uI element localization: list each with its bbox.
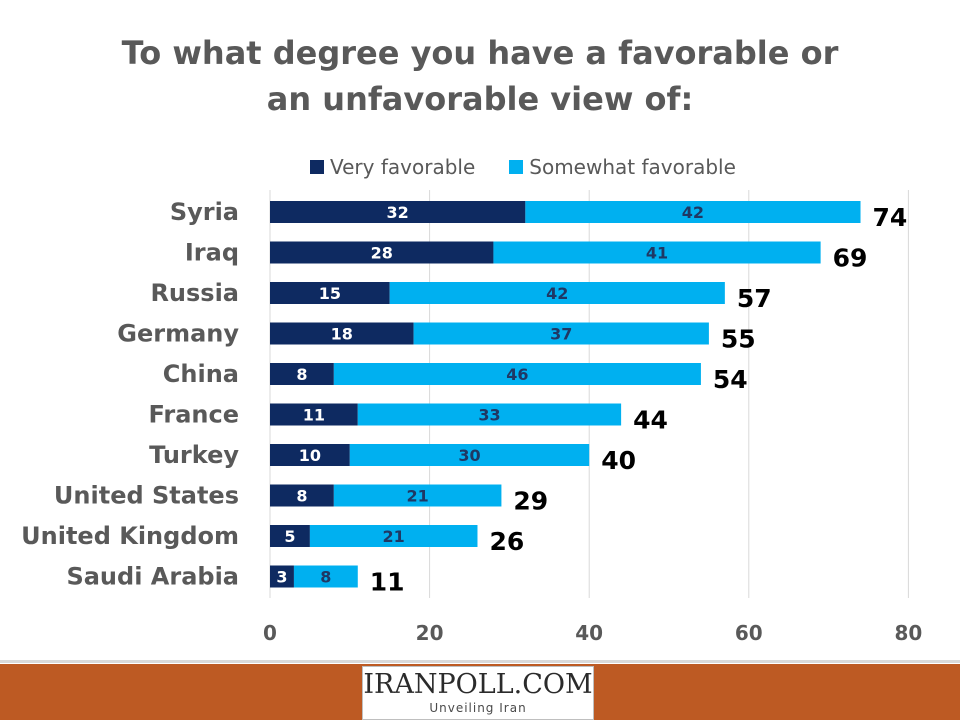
bar-somewhat-favorable <box>493 241 821 264</box>
bar-very-favorable <box>270 525 310 547</box>
total-label: 55 <box>721 325 756 354</box>
bar-somewhat-favorable <box>333 363 701 385</box>
data-label-very-favorable: 32 <box>387 203 409 222</box>
data-label-somewhat-favorable: 8 <box>320 568 331 587</box>
logo-text: IRANPOLL.COM <box>363 669 593 700</box>
bar-very-favorable <box>270 241 494 264</box>
iranpoll-logo: IRANPOLL.COM Unveiling Iran <box>362 666 594 720</box>
data-label-somewhat-favorable: 42 <box>546 284 568 303</box>
bar-somewhat-favorable <box>357 403 622 426</box>
bar-somewhat-favorable <box>309 525 478 547</box>
data-label-very-favorable: 18 <box>331 325 353 344</box>
data-label-very-favorable: 10 <box>299 446 321 465</box>
category-label: Russia <box>150 279 239 307</box>
bar-very-favorable <box>270 565 294 588</box>
x-tick-label: 20 <box>416 621 444 645</box>
total-label: 57 <box>737 284 772 313</box>
bar-very-favorable <box>270 322 414 345</box>
data-label-somewhat-favorable: 30 <box>458 446 480 465</box>
footer-divider <box>0 660 960 663</box>
chart-title-line-1: To what degree you have a favorable or <box>121 34 839 72</box>
category-label: United States <box>54 482 239 510</box>
bar-somewhat-favorable <box>389 282 725 304</box>
bar-somewhat-favorable <box>413 322 709 345</box>
chart-title: To what degree you have a favorable or a… <box>0 30 960 122</box>
data-label-very-favorable: 28 <box>371 244 393 263</box>
category-label: Iraq <box>185 239 239 267</box>
bar-somewhat-favorable <box>525 201 861 223</box>
legend-label-somewhat-favorable: Somewhat favorable <box>529 155 736 179</box>
category-label: China <box>163 360 239 388</box>
bar-very-favorable <box>270 444 350 466</box>
legend-swatch-somewhat-favorable <box>509 160 524 174</box>
data-label-somewhat-favorable: 42 <box>682 203 704 222</box>
logo-tagline: Unveiling Iran <box>429 701 527 715</box>
legend-label-very-favorable: Very favorable <box>330 155 476 179</box>
category-label: Turkey <box>149 441 239 469</box>
x-tick-label: 80 <box>894 621 922 645</box>
bar-somewhat-favorable <box>293 565 358 588</box>
data-label-very-favorable: 8 <box>296 365 307 384</box>
bar-very-favorable <box>270 403 358 426</box>
category-label: United Kingdom <box>21 522 239 550</box>
data-label-very-favorable: 11 <box>303 406 325 425</box>
bar-very-favorable <box>270 201 526 223</box>
bar-somewhat-favorable <box>333 484 502 507</box>
x-tick-label: 0 <box>263 621 277 645</box>
category-label: Germany <box>117 320 239 348</box>
total-label: 44 <box>633 406 668 435</box>
category-label: France <box>149 401 239 429</box>
x-tick-label: 40 <box>575 621 603 645</box>
x-tick-label: 60 <box>735 621 763 645</box>
bar-very-favorable <box>270 363 334 385</box>
total-label: 69 <box>833 244 868 273</box>
category-label: Saudi Arabia <box>66 563 239 591</box>
data-label-very-favorable: 15 <box>319 284 341 303</box>
data-label-somewhat-favorable: 21 <box>383 527 405 546</box>
data-label-very-favorable: 3 <box>276 568 287 587</box>
data-label-very-favorable: 8 <box>296 487 307 506</box>
total-label: 74 <box>873 203 908 232</box>
chart-title-line-2: an unfavorable view of: <box>266 80 694 118</box>
bar-very-favorable <box>270 282 390 304</box>
total-label: 11 <box>370 568 405 597</box>
data-label-somewhat-favorable: 37 <box>550 325 572 344</box>
bar-very-favorable <box>270 484 334 507</box>
data-label-somewhat-favorable: 46 <box>506 365 528 384</box>
bar-chart: Syria 32 42 74 Iraq 28 41 69 Russia 15 42 57 Germany… <box>21 190 922 645</box>
data-label-very-favorable: 5 <box>284 527 295 546</box>
legend-swatch-very-favorable <box>310 160 324 174</box>
total-label: 40 <box>601 446 636 475</box>
data-label-somewhat-favorable: 21 <box>406 487 428 506</box>
legend: Very favorable Somewhat favorable <box>310 154 770 180</box>
total-label: 26 <box>489 527 524 556</box>
total-label: 29 <box>513 487 548 516</box>
total-label: 54 <box>713 365 748 394</box>
category-label: Syria <box>170 198 239 226</box>
bar-somewhat-favorable <box>349 444 590 466</box>
legend-item-somewhat-favorable: Somewhat favorable <box>509 155 736 179</box>
data-label-somewhat-favorable: 33 <box>478 406 500 425</box>
legend-item-very-favorable: Very favorable <box>310 155 475 179</box>
data-label-somewhat-favorable: 41 <box>646 244 668 263</box>
